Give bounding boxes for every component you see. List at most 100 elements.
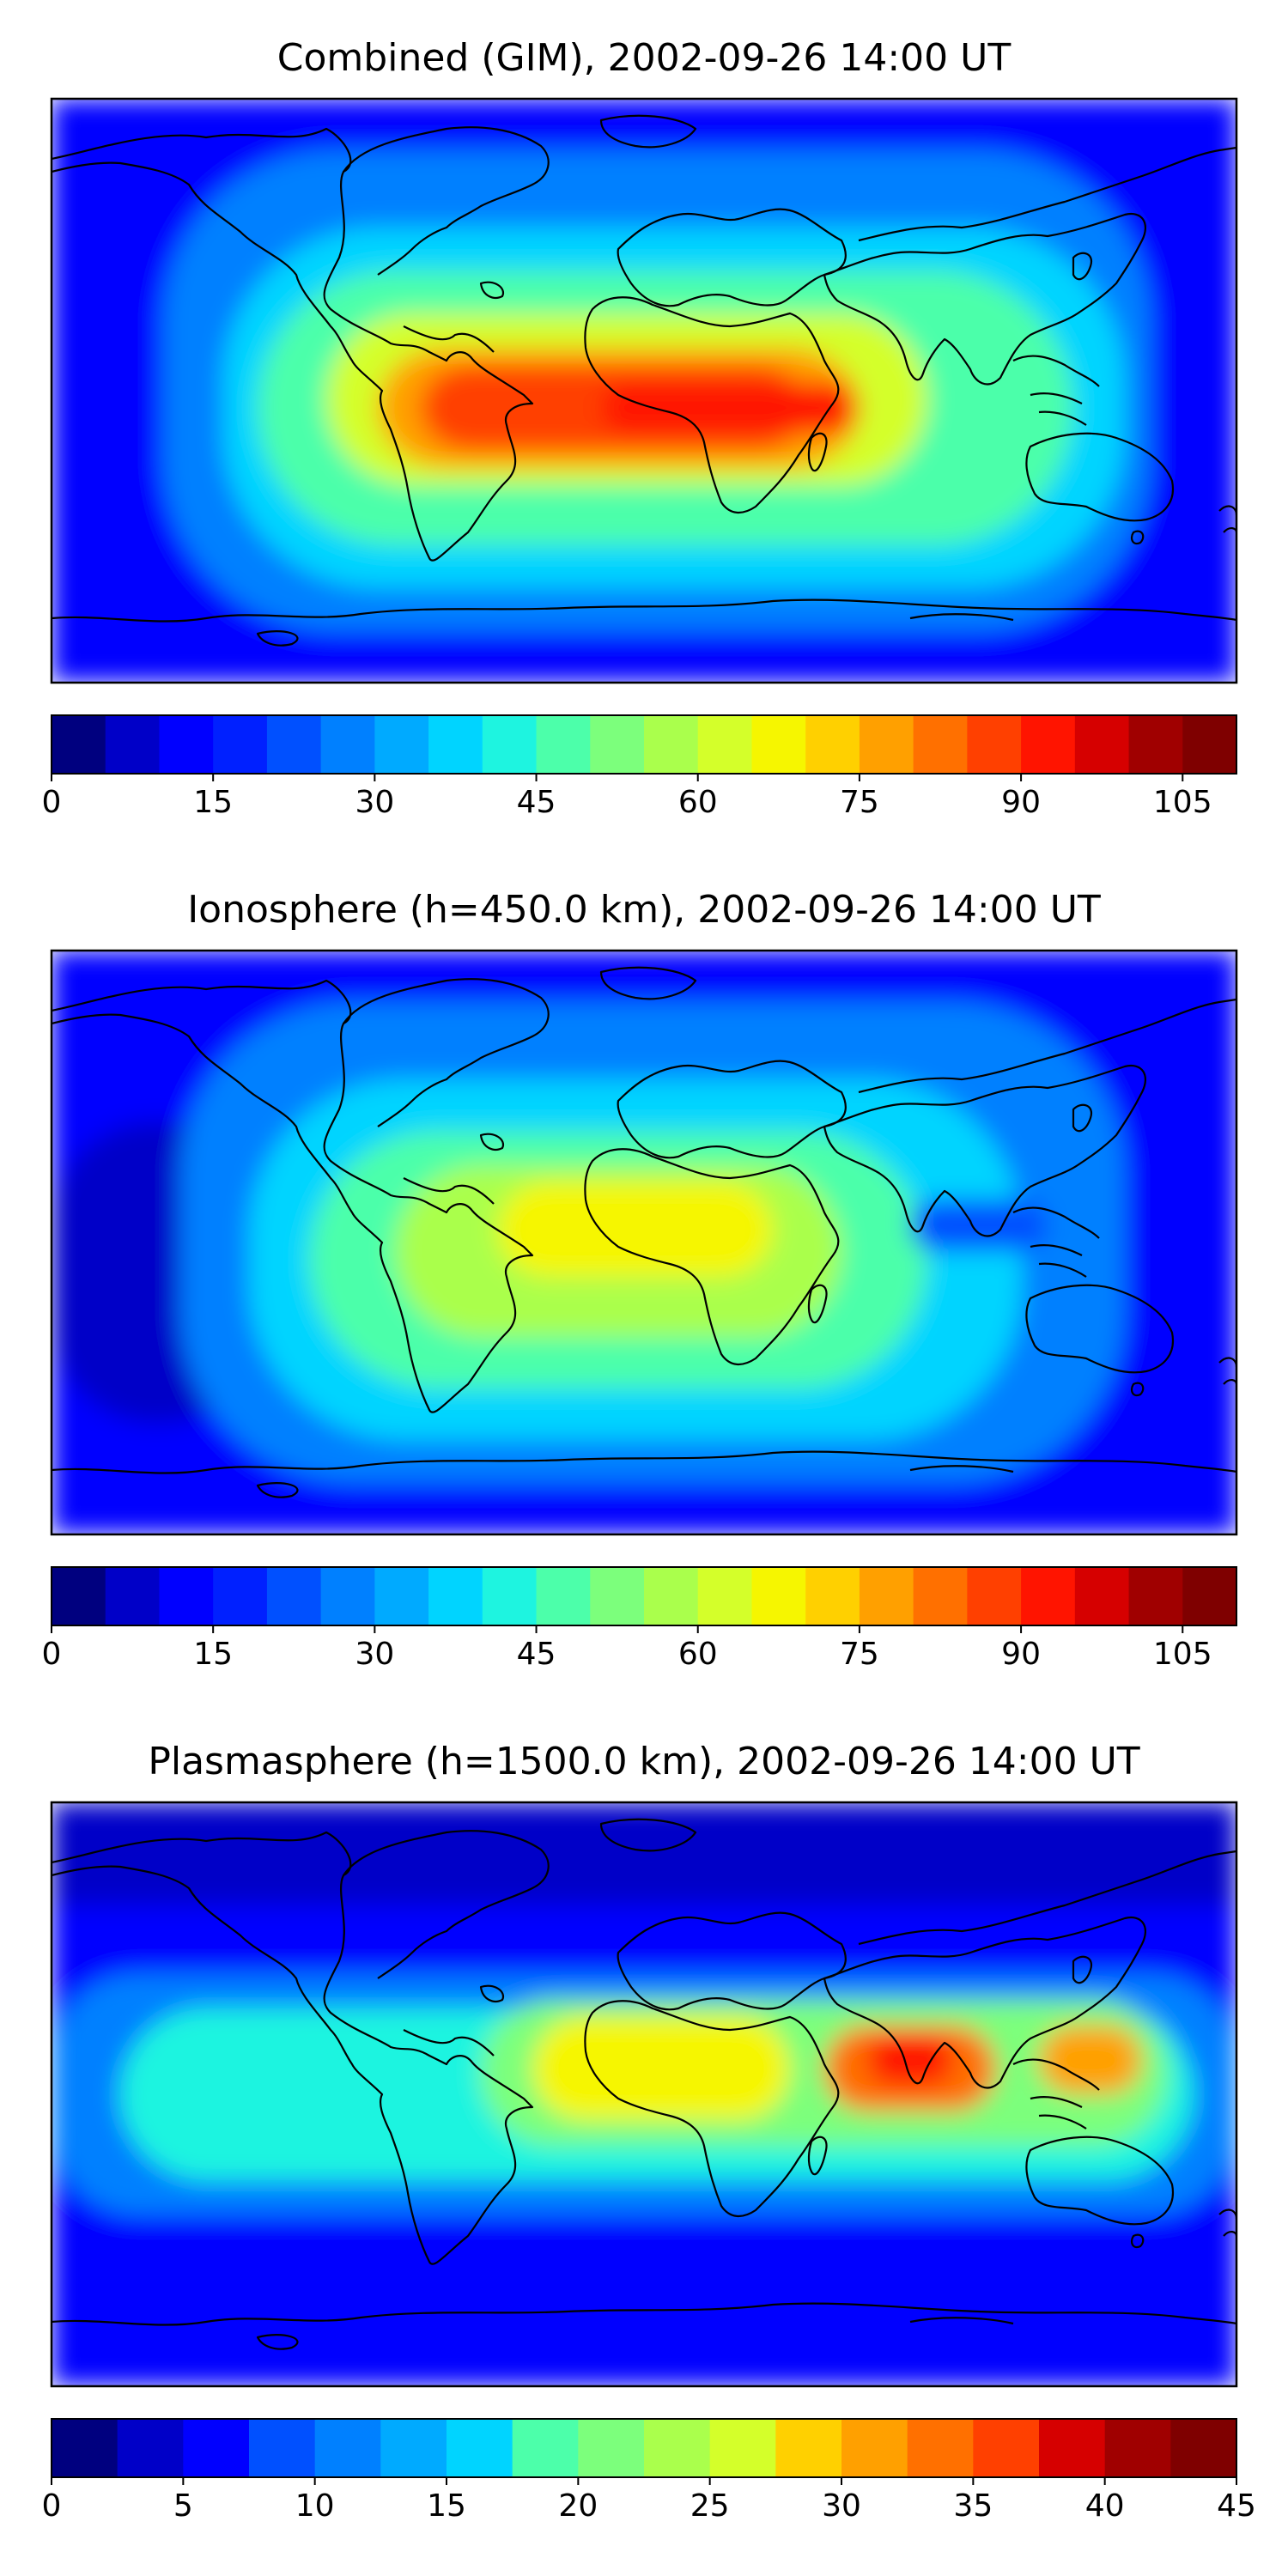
panel-1: Combined (GIM), 2002-09-26 14:00 UT 0 15 30… <box>42 36 1238 820</box>
colorbar-bin <box>213 1567 268 1625</box>
contour-region <box>532 2017 790 2120</box>
colorbar-bin <box>913 715 968 774</box>
colorbar-bin <box>52 715 106 774</box>
colorbar-bin <box>697 1567 753 1625</box>
colorbar-bin <box>105 1567 161 1625</box>
colorbar-tick-label: 30 <box>355 1637 394 1672</box>
colorbar-tick-label: 15 <box>193 1637 233 1672</box>
colorbar-tick-label: 45 <box>517 785 556 820</box>
colorbar: 0 15 30 45 60 75 90 105 <box>42 1566 1237 1672</box>
colorbar-bin <box>183 2419 250 2477</box>
colorbar-tick-label: 5 <box>173 2488 193 2524</box>
colorbar: 0 15 30 45 60 75 90 105 <box>42 714 1237 820</box>
colorbar-bin <box>249 2419 316 2477</box>
contour-region <box>52 1802 1236 1905</box>
colorbar-tick-label: 30 <box>822 2488 861 2524</box>
colorbar-tick-label: 0 <box>42 2488 62 2524</box>
colorbar-tick-label: 35 <box>953 2488 993 2524</box>
colorbar-bin <box>482 1567 538 1625</box>
colorbar-frame <box>51 714 1237 775</box>
colorbar-bin <box>447 2419 513 2477</box>
colorbar-bin <box>105 715 161 774</box>
colorbar-bin <box>590 715 645 774</box>
colorbar-bin <box>1021 1567 1076 1625</box>
colorbar: 0 5 10 15 20 25 30 35 40 45 <box>42 2418 1256 2524</box>
colorbar-bin <box>52 1567 106 1625</box>
colorbar-bin <box>266 715 322 774</box>
colorbar-bin <box>644 2419 711 2477</box>
colorbar-tick-label: 75 <box>840 785 879 820</box>
colorbar-bin <box>320 715 375 774</box>
colorbar-bin <box>213 715 268 774</box>
colorbar-tick-label: 105 <box>1153 1637 1212 1672</box>
colorbar-tick-label: 75 <box>840 1637 879 1672</box>
colorbar-tick-label: 15 <box>193 785 233 820</box>
colorbar-tick-label: 45 <box>1217 2488 1256 2524</box>
contour-region <box>867 2034 953 2086</box>
colorbar-bin <box>805 715 860 774</box>
colorbar-bin <box>536 1567 591 1625</box>
colorbar-bin <box>1182 715 1237 774</box>
colorbar-bin <box>751 715 806 774</box>
colorbar-bin <box>578 2419 645 2477</box>
colorbar-bin <box>1074 715 1130 774</box>
colorbar-bin <box>1039 2419 1106 2477</box>
colorbar-tick-label: 0 <box>42 1637 62 1672</box>
colorbar-bin <box>512 2419 579 2477</box>
colorbar-tick-label: 45 <box>517 1637 556 1672</box>
colorbar-bin <box>1074 1567 1130 1625</box>
colorbar-tick-label: 15 <box>427 2488 466 2524</box>
colorbar-tick-label: 90 <box>1001 1637 1041 1672</box>
contour-region <box>498 1182 773 1277</box>
colorbar-bin <box>859 715 914 774</box>
colorbar-bin <box>1021 715 1076 774</box>
colorbar-tick-label: 10 <box>295 2488 335 2524</box>
colorbar-frame <box>51 2418 1237 2478</box>
colorbar-tick-label: 90 <box>1001 785 1041 820</box>
colorbar-bin <box>805 1567 860 1625</box>
colorbar-bin <box>859 1567 914 1625</box>
colorbar-tick-label: 60 <box>678 1637 718 1672</box>
map-frame <box>50 97 1238 684</box>
colorbar-bin <box>751 1567 806 1625</box>
panel-3: Plasmasphere (h=1500.0 km), 2002-09-26 1… <box>42 1740 1256 2524</box>
colorbar-bin <box>967 1567 1022 1625</box>
colorbar-bin <box>775 2419 842 2477</box>
colorbar-bin <box>697 715 753 774</box>
colorbar-tick-label: 30 <box>355 785 394 820</box>
colorbar-bin <box>1170 2419 1237 2477</box>
colorbar-tick-label: 105 <box>1153 785 1212 820</box>
colorbar-bin <box>52 2419 118 2477</box>
colorbar-bin <box>907 2419 974 2477</box>
colorbar-tick-label: 20 <box>558 2488 598 2524</box>
heatmap-field <box>52 1802 1236 2386</box>
colorbar-bin <box>159 1567 214 1625</box>
map-frame <box>50 949 1238 1536</box>
map-area <box>52 951 1236 1534</box>
colorbar-frame <box>51 1566 1237 1626</box>
panel-title: Combined (GIM), 2002-09-26 14:00 UT <box>277 36 1012 80</box>
colorbar-tick-label: 0 <box>42 785 62 820</box>
contour-region <box>601 382 859 434</box>
colorbar-bin <box>428 1567 483 1625</box>
colorbar-bin <box>320 1567 375 1625</box>
colorbar-tick-label: 40 <box>1085 2488 1125 2524</box>
colorbar-bin <box>266 1567 322 1625</box>
heatmap-field <box>52 99 1236 683</box>
colorbar-bin <box>841 2419 908 2477</box>
colorbar-bin <box>374 715 429 774</box>
heatmap-field <box>52 951 1236 1534</box>
colorbar-bin <box>117 2419 184 2477</box>
colorbar-bin <box>644 1567 699 1625</box>
colorbar-bin <box>1104 2419 1171 2477</box>
colorbar-tick-label: 60 <box>678 785 718 820</box>
panel-title: Ionosphere (h=450.0 km), 2002-09-26 14:0… <box>187 888 1101 932</box>
colorbar-bin <box>159 715 214 774</box>
colorbar-bin <box>482 715 538 774</box>
panel-2: Ionosphere (h=450.0 km), 2002-09-26 14:0… <box>42 888 1238 1672</box>
colorbar-bin <box>1182 1567 1237 1625</box>
colorbar-bin <box>380 2419 447 2477</box>
colorbar-bin <box>973 2419 1040 2477</box>
map-frame <box>50 1801 1238 2388</box>
